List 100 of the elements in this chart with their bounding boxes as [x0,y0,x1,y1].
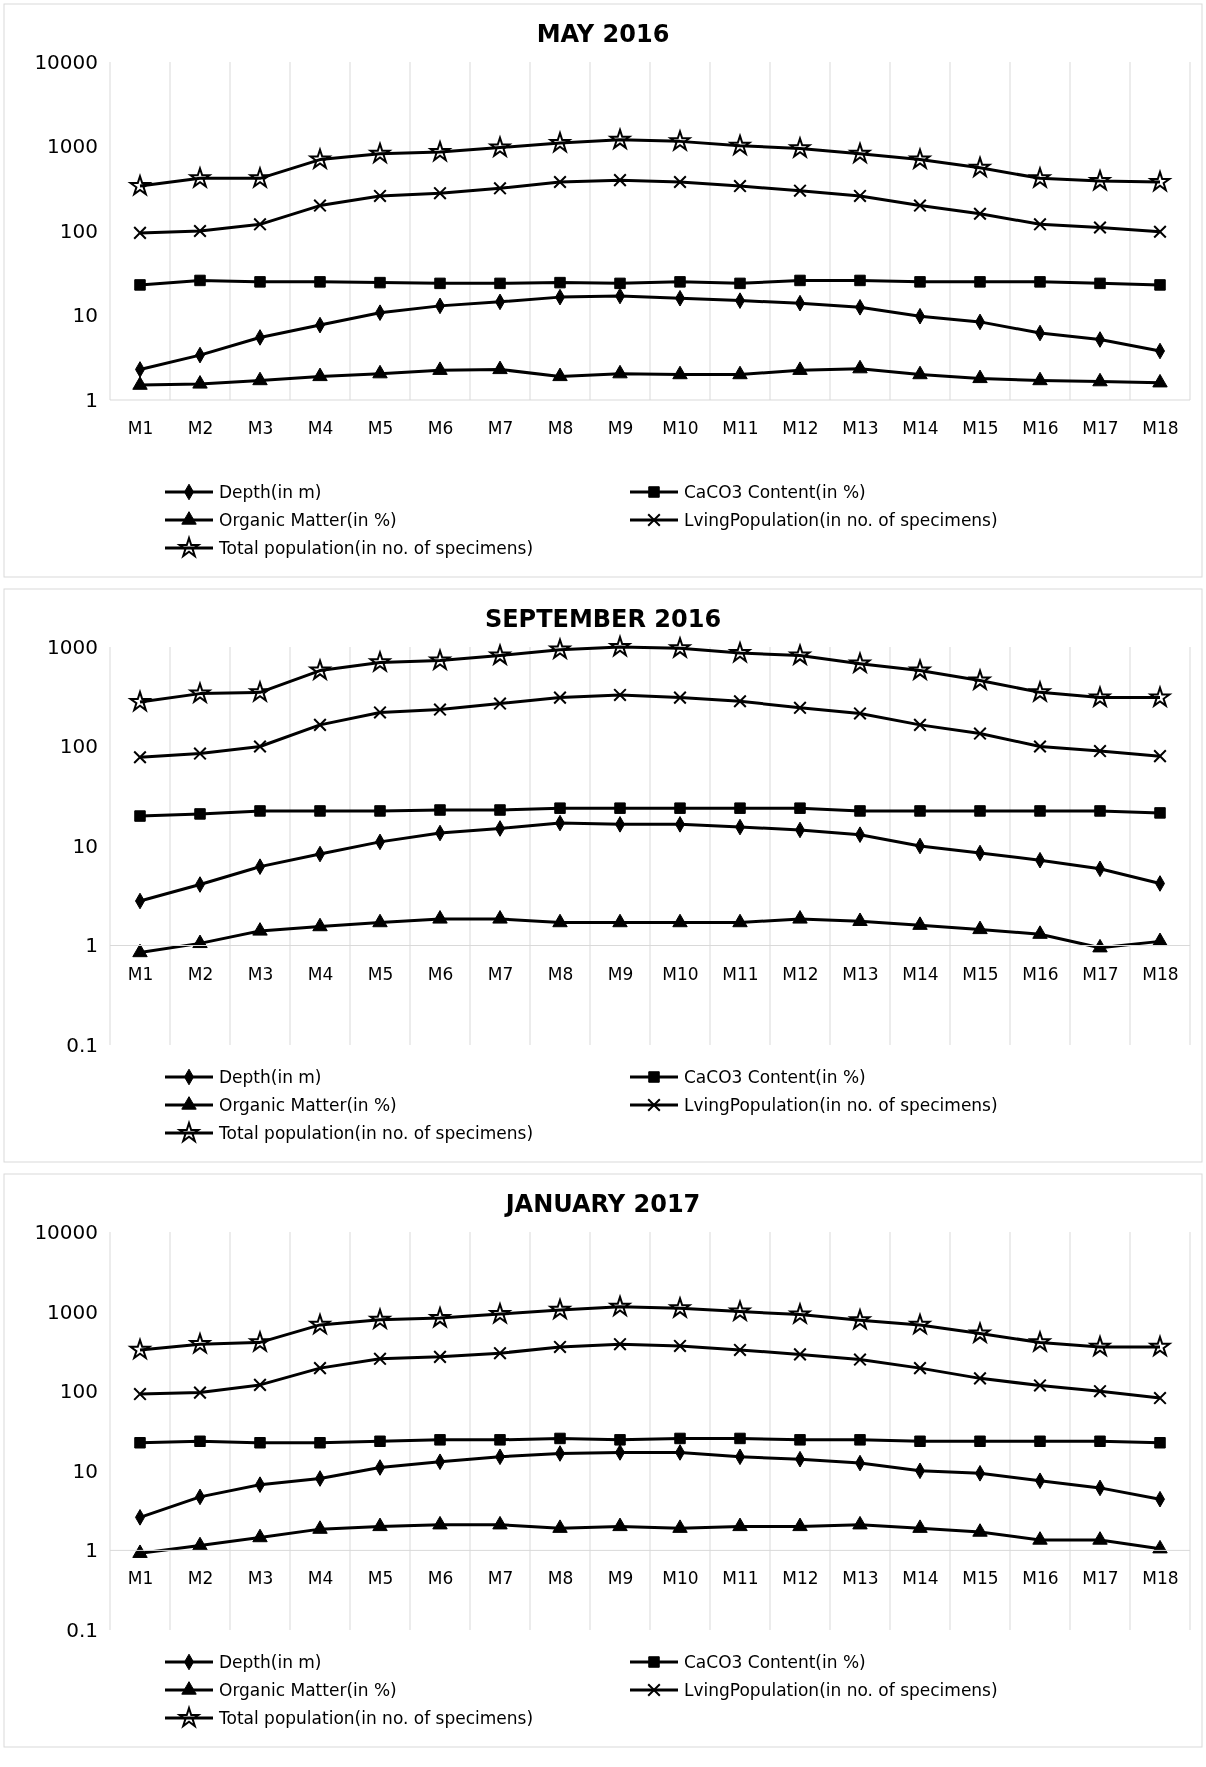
point [673,690,687,705]
point [907,146,933,171]
point [907,657,933,682]
x-tick-label: M1 [127,963,154,984]
point [794,274,806,287]
point [374,276,386,289]
y-tick-label: 0.1 [66,1617,98,1642]
point [1033,1378,1047,1393]
point [727,1298,753,1323]
point [1153,749,1167,763]
point [1152,373,1168,388]
point [193,746,207,761]
legend-label: Depth(in m) [219,1067,322,1087]
point [247,679,271,703]
point [307,657,333,682]
point [132,1544,148,1558]
point [194,274,206,287]
point [554,1432,566,1445]
point [1034,805,1046,817]
point [972,369,988,384]
point [912,1519,928,1533]
x-tick-label: M7 [487,963,514,984]
legend-label: Total population(in no. of specimens) [218,538,534,558]
x-tick-label: M15 [962,963,999,984]
point [733,179,747,193]
y-tick-label: 10 [72,1458,98,1483]
point [433,186,447,201]
point [674,802,686,814]
point [374,1435,386,1448]
point [852,359,868,374]
point [254,805,266,817]
point [433,702,447,717]
x-tick-label: M3 [247,418,274,439]
point [1154,1437,1166,1449]
point [313,198,327,213]
point [133,1387,147,1401]
point [547,1297,573,1321]
point [1147,684,1173,709]
point [1033,217,1047,232]
x-tick-label: M10 [662,418,699,439]
point [554,802,566,814]
point [432,1515,448,1530]
point [314,1437,326,1449]
point [547,130,573,154]
point [1034,276,1046,288]
point [493,696,507,711]
point [192,1536,208,1551]
point [612,364,628,379]
point [373,189,387,203]
point [487,1301,513,1325]
point [127,173,153,197]
point [494,1434,506,1446]
point [1032,1531,1048,1545]
point [313,1361,327,1375]
point [187,680,213,705]
point [853,1352,867,1367]
x-tick-label: M11 [722,963,759,984]
point [612,1517,628,1532]
point [792,910,808,924]
point [127,689,153,713]
y-tick-label: 1 [85,1538,98,1563]
point [974,805,986,817]
point [792,1517,808,1532]
point [367,141,393,165]
point [853,189,867,203]
point [793,1347,807,1362]
x-tick-label: M13 [842,1568,879,1589]
point [187,1331,213,1355]
point [674,1432,686,1445]
point [132,943,148,958]
point [132,376,148,390]
y-tick-label: 1000 [47,1299,98,1324]
point [613,688,627,702]
point [852,912,868,926]
point [127,1337,153,1361]
point [434,277,446,290]
point [427,647,453,672]
point [487,134,513,159]
x-tick-label: M2 [187,1568,214,1589]
x-tick-label: M12 [782,1568,819,1589]
point [307,1312,333,1336]
point [667,1295,693,1319]
x-tick-label: M4 [307,1568,334,1589]
y-tick-label: 100 [59,734,98,759]
point [374,805,386,817]
point [313,718,327,732]
x-tick-label: M1 [127,418,154,439]
chart-title: SEPTEMBER 2016 [484,605,722,633]
point [133,750,147,765]
point [494,277,506,290]
legend-label: Organic Matter(in %) [219,510,397,530]
legend-label: CaCO3 Content(in %) [684,1067,866,1087]
point [854,274,866,287]
point [612,913,628,928]
point [972,1523,988,1537]
point [1094,805,1106,817]
point [607,127,633,151]
y-tick-label: 10000 [34,49,98,74]
point [847,141,873,165]
x-tick-label: M4 [307,963,334,984]
